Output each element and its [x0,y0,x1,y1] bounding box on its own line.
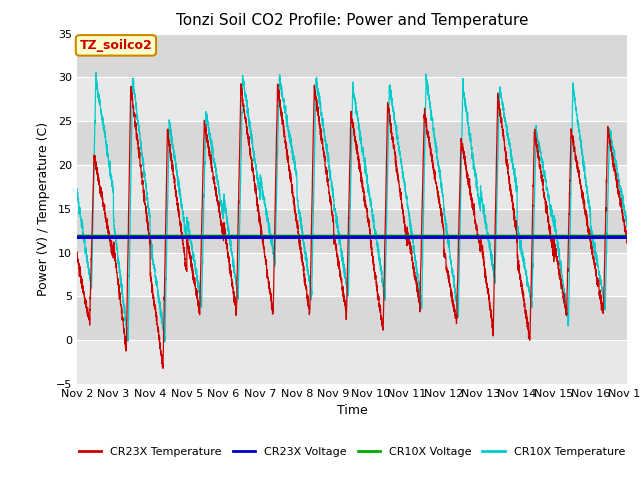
Bar [77,340,627,384]
X-axis label: Time: Time [337,405,367,418]
Bar [77,209,627,252]
Title: Tonzi Soil CO2 Profile: Power and Temperature: Tonzi Soil CO2 Profile: Power and Temper… [176,13,528,28]
Bar [77,34,627,77]
Bar [77,165,627,209]
Bar [77,252,627,296]
Text: TZ_soilco2: TZ_soilco2 [79,39,152,52]
Y-axis label: Power (V) / Temperature (C): Power (V) / Temperature (C) [37,122,50,296]
Bar [77,121,627,165]
Bar [77,296,627,340]
Bar [77,77,627,121]
Legend: CR23X Temperature, CR23X Voltage, CR10X Voltage, CR10X Temperature: CR23X Temperature, CR23X Voltage, CR10X … [75,442,629,461]
